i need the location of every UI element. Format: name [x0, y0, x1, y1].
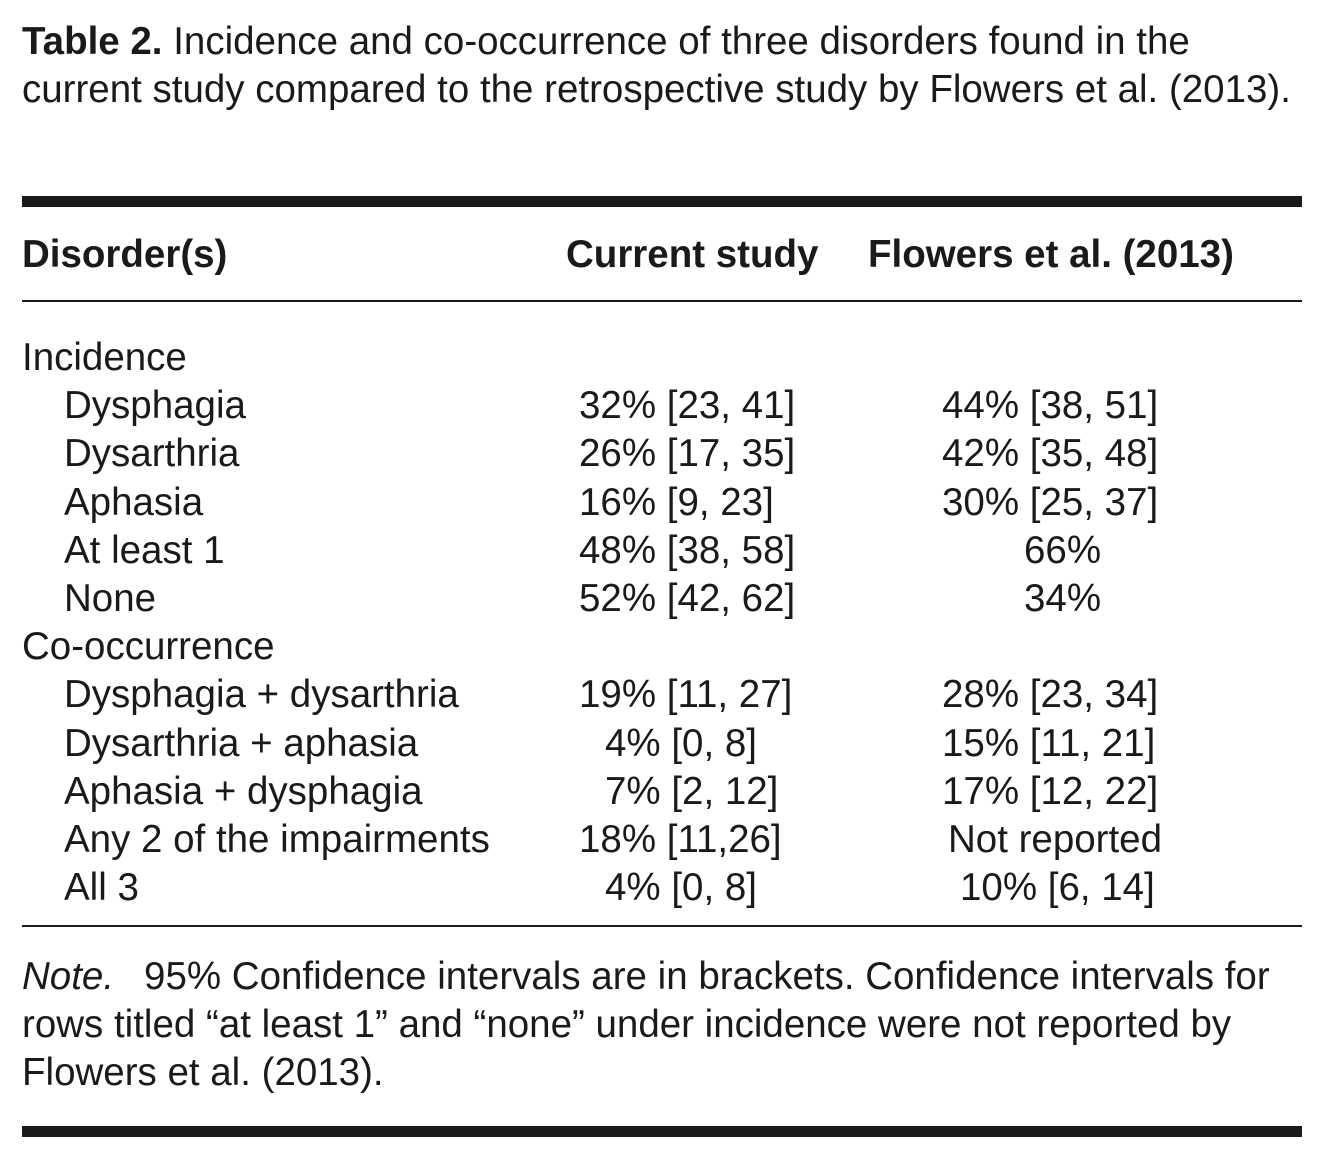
flowers-cell: 34%	[1024, 576, 1102, 620]
row-label: Aphasia	[64, 480, 204, 524]
flowers-cell: 17% [12, 22]	[942, 769, 1159, 813]
table-row-group-incidence: Incidence	[22, 334, 1302, 382]
table-row: Any 2 of the impairments 18% [11,26] Not…	[22, 816, 1302, 864]
flowers-cell: 28% [23, 34]	[942, 673, 1159, 717]
table-row: Dysarthria 26% [17, 35] 42% [35, 48]	[22, 430, 1302, 478]
table-caption-text: Incidence and co-occurrence of three dis…	[22, 20, 1291, 111]
row-label: Dysphagia + dysarthria	[64, 673, 459, 717]
column-header-current-study: Current study	[566, 233, 819, 276]
current-study-cell: 4% [0, 8]	[605, 866, 757, 910]
table-note: Note. 95% Confidence intervals are in bra…	[22, 953, 1292, 1097]
current-study-cell: 26% [17, 35]	[579, 432, 796, 476]
table-row: Aphasia 16% [9, 23] 30% [25, 37]	[22, 479, 1302, 527]
current-study-cell: 48% [38, 58]	[579, 528, 796, 572]
top-rule	[22, 196, 1302, 207]
flowers-cell: 66%	[1024, 528, 1102, 572]
flowers-cell: 42% [35, 48]	[942, 432, 1159, 476]
table-caption-label: Table 2.	[22, 20, 163, 63]
table-body: Incidence Dysphagia 32% [23, 41] 44% [38…	[22, 334, 1302, 912]
row-label: Dysarthria + aphasia	[64, 721, 419, 765]
table-caption: Table 2. Incidence and co-occurrence of …	[22, 18, 1292, 114]
table-row: Aphasia + dysphagia 7% [2, 12] 17% [12, …	[22, 768, 1302, 816]
flowers-cell: 15% [11, 21]	[942, 721, 1156, 765]
row-label: At least 1	[64, 528, 225, 572]
current-study-cell: 18% [11,26]	[579, 817, 782, 861]
current-study-cell: 7% [2, 12]	[605, 769, 779, 813]
current-study-cell: 4% [0, 8]	[605, 721, 757, 765]
row-label: Aphasia + dysphagia	[64, 769, 423, 813]
row-label: Co-occurrence	[22, 625, 275, 669]
flowers-cell: 10% [6, 14]	[960, 866, 1155, 910]
row-label: Incidence	[22, 336, 187, 379]
table-row-group-co-occurrence: Co-occurrence	[22, 623, 1302, 671]
table-bottom-rule	[22, 925, 1302, 927]
table-row: None 52% [42, 62] 34%	[22, 575, 1302, 623]
note-text: 95% Confidence intervals are in brackets…	[22, 955, 1270, 1094]
note-label: Note.	[22, 955, 115, 998]
current-study-cell: 16% [9, 23]	[579, 480, 774, 524]
table-row: Dysphagia + dysarthria 19% [11, 27] 28% …	[22, 671, 1302, 719]
table-row: Dysphagia 32% [23, 41] 44% [38, 51]	[22, 382, 1302, 430]
current-study-cell: 19% [11, 27]	[579, 673, 793, 717]
flowers-cell: Not reported	[948, 817, 1163, 861]
flowers-cell: 30% [25, 37]	[942, 480, 1159, 524]
table-row: At least 1 48% [38, 58] 66%	[22, 527, 1302, 575]
flowers-cell: 44% [38, 51]	[942, 384, 1159, 428]
current-study-cell: 32% [23, 41]	[579, 384, 796, 428]
header-rule	[22, 300, 1302, 302]
table-row: All 3 4% [0, 8] 10% [6, 14]	[22, 864, 1302, 912]
column-header-disorder: Disorder(s)	[22, 233, 228, 276]
row-label: None	[64, 576, 157, 620]
column-header-flowers: Flowers et al. (2013)	[868, 233, 1234, 276]
row-label: Any 2 of the impairments	[64, 817, 490, 861]
row-label: Dysarthria	[64, 432, 240, 476]
end-rule	[22, 1126, 1302, 1137]
table-row: Dysarthria + aphasia 4% [0, 8] 15% [11, …	[22, 720, 1302, 768]
row-label: Dysphagia	[64, 384, 246, 428]
current-study-cell: 52% [42, 62]	[579, 576, 796, 620]
row-label: All 3	[64, 866, 139, 910]
